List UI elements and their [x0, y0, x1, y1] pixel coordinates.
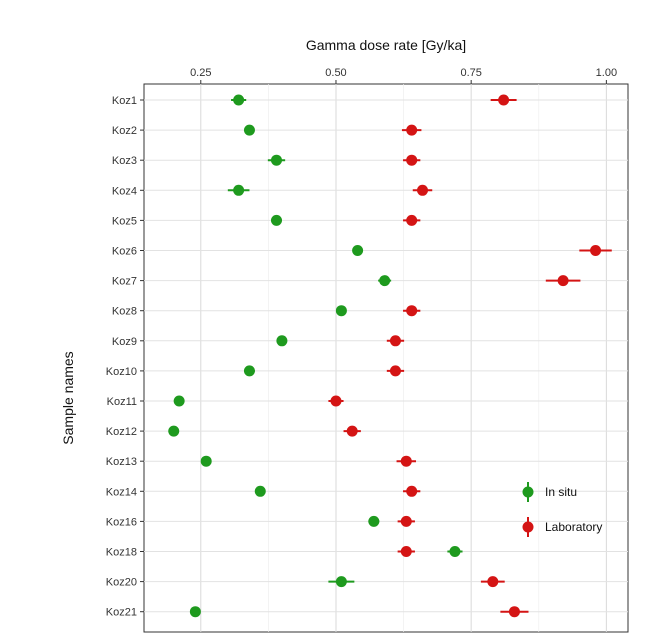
data-point — [233, 94, 245, 106]
y-tick-label: Koz2 — [112, 125, 137, 137]
y-tick-label: Koz16 — [106, 516, 137, 528]
data-point — [389, 335, 401, 347]
y-tick-label: Koz12 — [106, 426, 137, 438]
y-tick-label: Koz14 — [106, 486, 137, 498]
y-tick-label: Koz13 — [106, 456, 137, 468]
data-point — [233, 184, 245, 196]
data-point — [200, 455, 212, 467]
data-point — [254, 485, 266, 497]
data-point — [557, 275, 569, 287]
data-point — [400, 546, 412, 557]
y-tick-label: Koz18 — [106, 547, 137, 559]
x-tick-label: 0.50 — [325, 67, 346, 79]
legend: In situ Laboratory — [522, 482, 602, 537]
data-point — [406, 485, 418, 497]
data-point — [270, 214, 282, 226]
data-point — [368, 515, 380, 527]
data-point — [406, 124, 418, 136]
legend-key-point — [522, 486, 534, 498]
data-point — [173, 395, 185, 407]
x-tick-label: 0.25 — [190, 67, 211, 79]
data-point — [449, 546, 461, 557]
data-point — [487, 576, 499, 588]
left-y-axis: Koz1 Koz2 Koz3 Koz4 Koz5 Koz6 Koz7 Koz8 Koz9 Koz1… — [106, 95, 144, 619]
series-layer — [168, 94, 612, 618]
data-point — [406, 214, 418, 226]
data-point — [335, 576, 347, 588]
y-tick-label: Koz20 — [106, 577, 137, 589]
legend-entry: Laboratory — [522, 517, 602, 537]
data-point — [406, 305, 418, 317]
data-point — [400, 455, 412, 467]
y-tick-label: Koz1 — [112, 95, 137, 107]
x-tick-label: 1.00 — [596, 67, 617, 79]
data-point — [270, 154, 282, 166]
data-point — [346, 425, 358, 437]
y-tick-label: Koz11 — [107, 396, 137, 408]
data-point — [389, 365, 401, 377]
data-point — [335, 305, 347, 317]
y-tick-label: Koz7 — [112, 276, 137, 288]
y-tick-label: Koz21 — [106, 607, 137, 619]
y-axis-title: Sample names — [60, 351, 76, 444]
data-point — [352, 245, 364, 256]
data-point — [276, 335, 288, 347]
legend-label: Laboratory — [545, 520, 602, 534]
data-point — [508, 606, 520, 618]
data-point — [243, 365, 255, 377]
data-point — [379, 275, 391, 287]
series-laboratory — [328, 94, 612, 618]
data-point — [243, 124, 255, 136]
data-point — [400, 515, 412, 527]
x-axis-title: Gamma dose rate [Gy/ka] — [306, 37, 466, 53]
y-tick-label: Koz5 — [112, 215, 137, 227]
top-x-axis: 0.25 0.50 0.75 1.00 — [190, 67, 617, 84]
data-point — [498, 94, 510, 106]
data-point — [590, 245, 602, 256]
data-point — [330, 395, 342, 407]
y-tick-label: Koz4 — [112, 185, 137, 197]
y-tick-label: Koz3 — [112, 155, 137, 167]
y-tick-label: Koz9 — [112, 336, 137, 348]
data-point — [168, 425, 180, 437]
data-point — [189, 606, 201, 618]
legend-key-point — [522, 521, 534, 533]
data-point — [417, 184, 429, 196]
series-in-situ — [168, 94, 463, 618]
plot-panel — [143, 83, 629, 633]
legend-label: In situ — [545, 485, 577, 499]
y-tick-label: Koz6 — [112, 246, 137, 258]
x-tick-label: 0.75 — [460, 67, 481, 79]
data-point — [406, 154, 418, 166]
legend-entry: In situ — [522, 482, 577, 502]
y-tick-label: Koz10 — [106, 366, 137, 378]
y-tick-label: Koz8 — [112, 306, 137, 318]
